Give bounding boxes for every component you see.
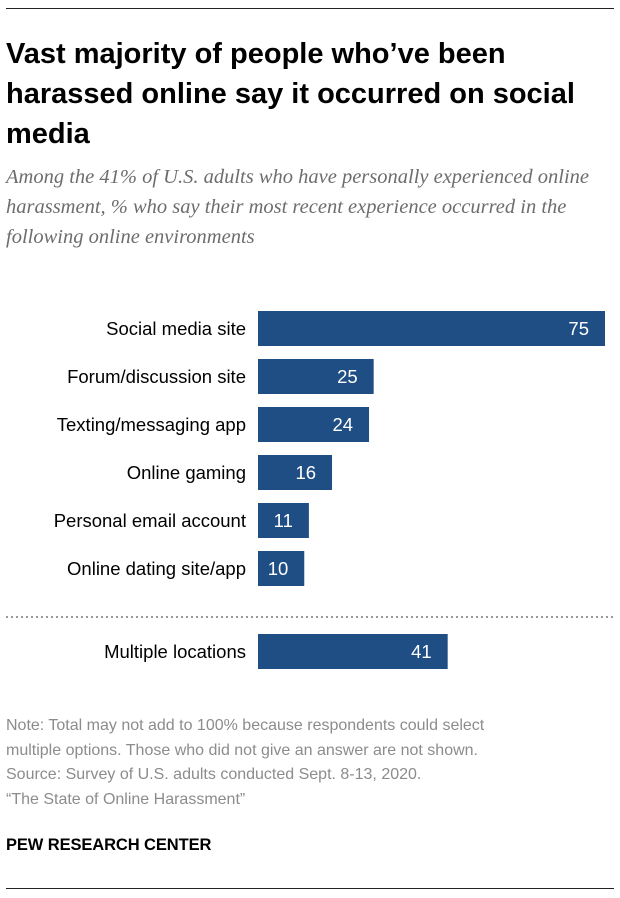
bar-value-label: 25 — [337, 366, 358, 387]
category-label: Multiple locations — [104, 641, 246, 662]
note-line: Note: Total may not add to 100% because … — [6, 717, 485, 734]
top-rule — [6, 8, 614, 9]
report-title-line: “The State of Online Harassment” — [6, 790, 246, 808]
note-line: multiple options. Those who did not give… — [6, 741, 478, 759]
chart-subtitle: Among the 41% of U.S. adults who have pe… — [6, 166, 589, 248]
bar — [258, 311, 605, 346]
bar — [258, 455, 333, 490]
bar-value-label: 10 — [268, 558, 289, 579]
chart-notes: Note: Total may not add to 100% because … — [6, 714, 616, 812]
category-label: Online gaming — [127, 462, 246, 483]
category-label: Texting/messaging app — [57, 414, 246, 435]
bar — [258, 503, 309, 538]
category-label: Online dating site/app — [67, 558, 246, 579]
bar-value-label: 75 — [568, 318, 589, 339]
bar — [258, 407, 370, 442]
source-line: Source: Survey of U.S. adults conducted … — [6, 766, 422, 783]
bottom-rule — [6, 888, 614, 889]
bar-value-label: 41 — [411, 641, 432, 662]
bar-value-label: 24 — [332, 414, 353, 435]
chart-title: Vast majority of people who’ve been hara… — [6, 38, 575, 150]
publisher-logo-text: PEW RESEARCH CENTER — [6, 836, 212, 854]
bar — [258, 551, 305, 586]
category-label: Forum/discussion site — [67, 366, 246, 387]
category-label: Social media site — [106, 318, 246, 339]
bar — [258, 359, 374, 394]
bar — [258, 634, 448, 669]
bar-chart: Social media site 75 Forum/discussion site… — [6, 311, 614, 669]
category-label: Personal email account — [54, 510, 246, 531]
bar-value-label: 16 — [295, 462, 316, 483]
bar-value-label: 11 — [274, 510, 293, 531]
